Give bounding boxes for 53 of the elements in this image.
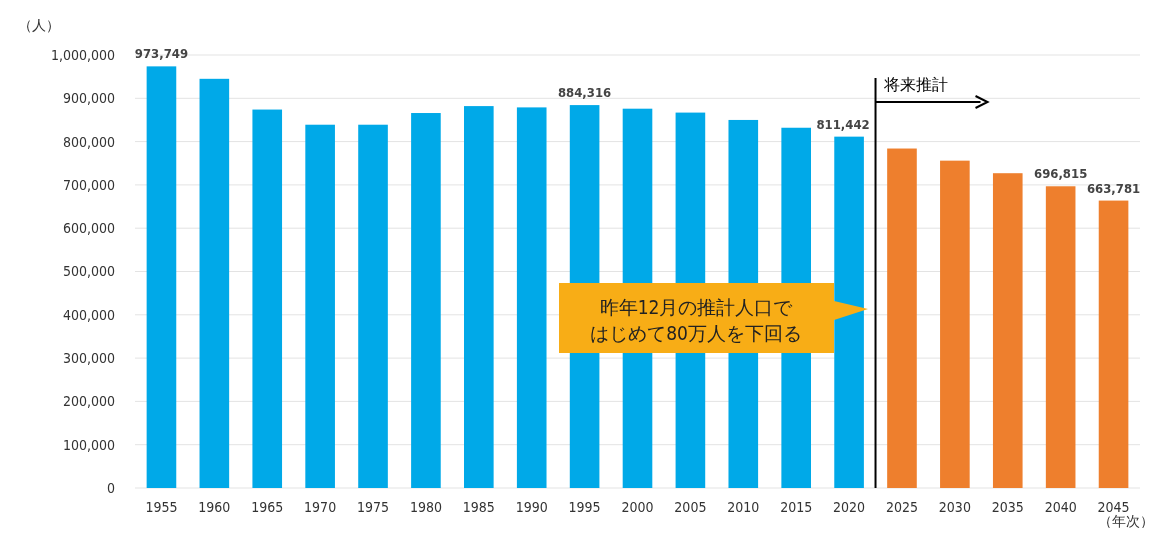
x-axis-title: （年次） [1098,513,1154,529]
x-tick-label: 1980 [409,499,442,515]
bar [1098,200,1129,488]
bar [305,124,335,488]
x-tick-label: 2025 [885,499,918,515]
x-tick-label: 1985 [462,499,495,515]
x-tick-label: 2030 [938,499,971,515]
x-tick-label: 2000 [621,499,654,515]
y-tick-label: 800,000 [62,133,115,150]
x-tick-label: 2010 [727,499,760,515]
bar [411,113,441,488]
data-label: 884,316 [557,85,612,101]
x-tick-label: 2020 [833,499,866,515]
x-tick-label: 1970 [304,499,337,515]
data-label: 663,781 [1086,180,1141,196]
y-tick-label: 1,000,000 [50,46,115,63]
y-tick-label: 200,000 [62,393,115,410]
data-label: 696,815 [1034,166,1088,182]
x-tick-label: 1960 [198,499,231,515]
bar [464,106,494,488]
bar [358,124,388,488]
x-tick-label: 2015 [780,499,813,515]
y-tick-label: 100,000 [62,436,115,453]
y-tick-label: 400,000 [62,306,115,323]
y-tick-label: 500,000 [62,263,115,280]
x-tick-label: 1995 [568,499,601,515]
x-tick-label: 2035 [991,499,1024,515]
bar [252,109,283,488]
bar [146,66,177,488]
annotation: 昨年12月の推計人口ではじめて80万人を下回る [590,296,802,344]
bar [887,148,917,488]
x-tick-label: 1965 [251,499,284,515]
ref-line-label: 将来推計 [882,75,948,94]
x-tick-label: 1955 [145,499,178,515]
data-label: 811,442 [816,116,870,132]
x-tick-label: 1990 [515,499,548,515]
x-tick-label: 1975 [357,499,390,515]
bar [834,136,864,488]
y-tick-label: 0 [106,479,115,496]
bar [992,173,1023,488]
y-tick-label: 300,000 [62,350,115,366]
x-tick-label: 2045 [1097,499,1130,515]
bar [516,107,547,488]
y-axis-title: （人） [18,17,60,33]
y-tick-label: 600,000 [62,220,115,237]
x-tick-label: 2005 [674,499,707,515]
y-tick-label: 700,000 [62,176,115,193]
x-tick-label: 2040 [1044,499,1077,515]
bar [199,78,230,488]
y-tick-label: 900,000 [62,90,115,107]
data-label: 973,749 [134,46,189,62]
bar [940,160,970,488]
bar [1045,186,1076,488]
